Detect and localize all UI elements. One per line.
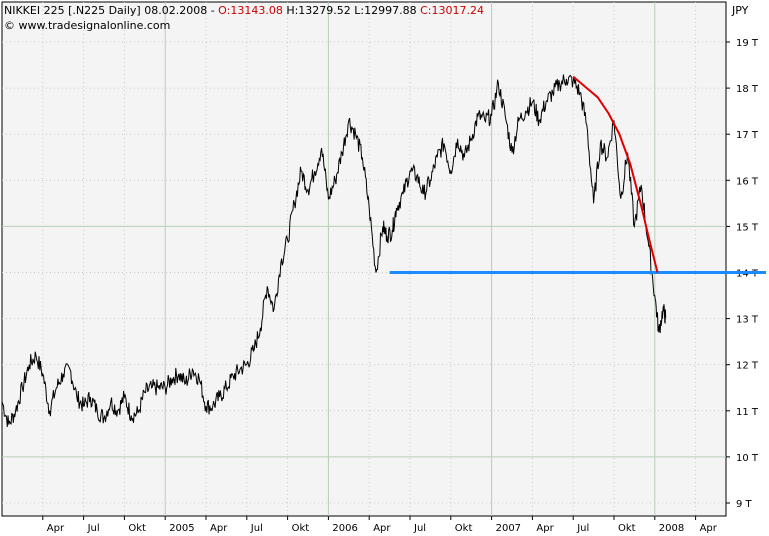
x-tick-label: Jul	[87, 523, 100, 534]
grid-lines	[2, 2, 726, 516]
y-tick-label: 16 T	[736, 176, 759, 187]
y-tick-label: 17 T	[736, 130, 759, 141]
y-tick-label: 19 T	[736, 38, 759, 49]
y-tick-label: 9 T	[736, 499, 753, 510]
x-tick-label: 2007	[496, 523, 521, 534]
x-tick-label: Okt	[128, 523, 146, 534]
x-tick-label: 2006	[332, 523, 357, 534]
x-tick-label: Jul	[250, 523, 263, 534]
x-tick-label: Okt	[292, 523, 310, 534]
chart-header: NIKKEI 225 [.N225 Daily] 08.02.2008 - O:…	[4, 4, 484, 17]
x-tick-label: 2008	[659, 523, 684, 534]
y-tick-label: 15 T	[736, 222, 759, 233]
x-axis-ticks: Apr Jul Okt 2005 Apr Jul Okt 2006 Apr Jul Okt 2007 A…	[42, 516, 718, 534]
y-tick-label: 12 T	[736, 361, 759, 372]
x-tick-label: Apr	[210, 523, 228, 534]
x-tick-label: Apr	[47, 523, 65, 534]
y-tick-label: 11 T	[736, 407, 759, 418]
x-tick-label: 2005	[169, 523, 194, 534]
currency-label: JPY	[731, 4, 749, 17]
parabolic-curve	[572, 75, 659, 273]
y-tick-label: 10 T	[736, 453, 759, 464]
y-tick-label: 13 T	[736, 315, 759, 326]
plot-area	[1, 1, 727, 517]
x-tick-label: Apr	[373, 523, 391, 534]
x-tick-label: Okt	[455, 523, 473, 534]
copyright-label: © www.tradesignalonline.com	[4, 19, 170, 32]
x-tick-label: Apr	[536, 523, 554, 534]
x-tick-label: Jul	[576, 523, 589, 534]
price-series-line	[1, 74, 667, 427]
x-tick-label: Jul	[413, 523, 426, 534]
x-tick-label: Apr	[700, 523, 718, 534]
y-tick-label: 18 T	[736, 84, 759, 95]
x-tick-label: Okt	[618, 523, 636, 534]
